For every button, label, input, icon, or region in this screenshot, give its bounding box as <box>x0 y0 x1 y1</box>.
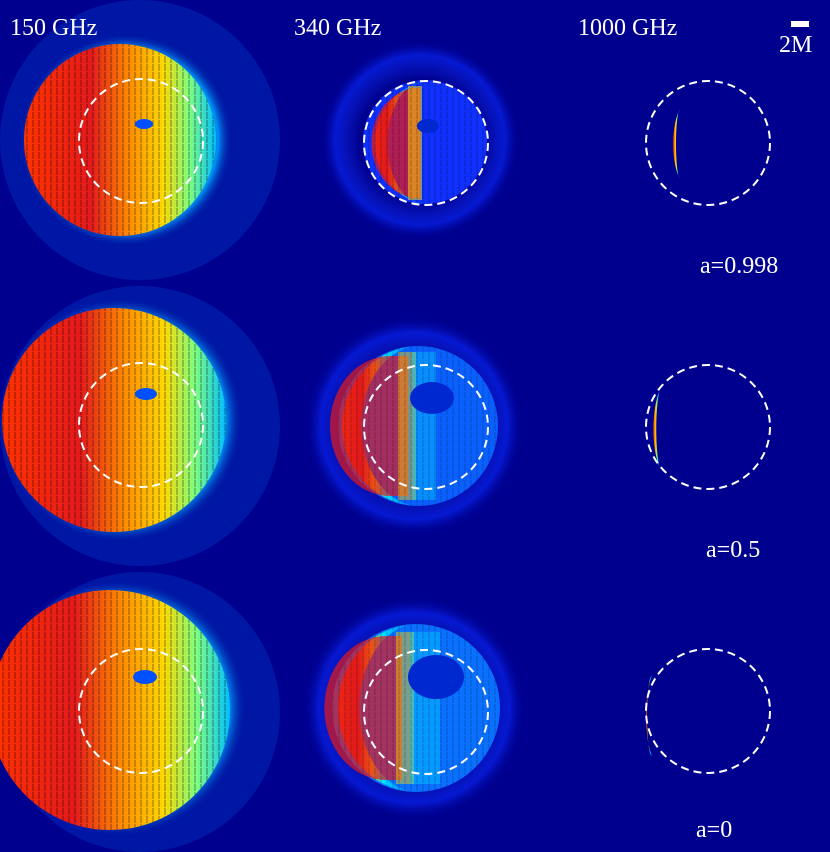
spin-label-a05: a=0.5 <box>706 537 761 563</box>
frequency-label-150: 150 GHz <box>10 15 98 41</box>
panel-340-a0 <box>302 596 526 820</box>
panel-1000-a0998 <box>645 80 771 206</box>
scale-label: 2M <box>779 32 813 58</box>
row-a0998 <box>0 0 771 280</box>
panel-150-a0 <box>0 572 280 852</box>
panel-150-a0998 <box>0 0 280 280</box>
frequency-label-1000: 1000 GHz <box>578 15 678 41</box>
spin-label-a0: a=0 <box>696 817 733 843</box>
panel-1000-a05 <box>645 364 771 490</box>
panel-1000-a0 <box>645 648 771 774</box>
spin-label-a0998: a=0.998 <box>700 253 779 279</box>
panel-340-a05 <box>304 316 524 536</box>
row-a05 <box>0 286 771 566</box>
row-a0 <box>0 572 771 852</box>
scale-bar <box>791 21 809 27</box>
panel-340-a0998 <box>320 40 520 240</box>
panel-150-a05 <box>0 286 280 566</box>
frequency-label-340: 340 GHz <box>294 15 382 41</box>
